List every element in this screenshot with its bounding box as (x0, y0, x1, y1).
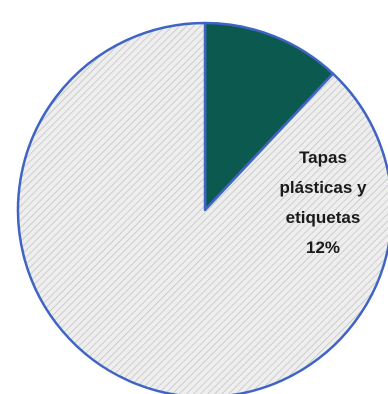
pie-labels: Tapas plásticas y etiquetas 12% (280, 148, 367, 257)
slice-label-line: Tapas (299, 148, 347, 167)
slice-label-tapas-plasticas: Tapas plásticas y etiquetas 12% (280, 148, 367, 257)
slice-label-line: plásticas y (280, 178, 367, 197)
slice-value-label: 12% (306, 238, 340, 257)
pie-slice-tapas-plasticas (203, 21, 335, 212)
pie-slices (16, 21, 388, 394)
slice-label-line: etiquetas (286, 208, 361, 227)
pie-slice-remaining (16, 21, 388, 394)
